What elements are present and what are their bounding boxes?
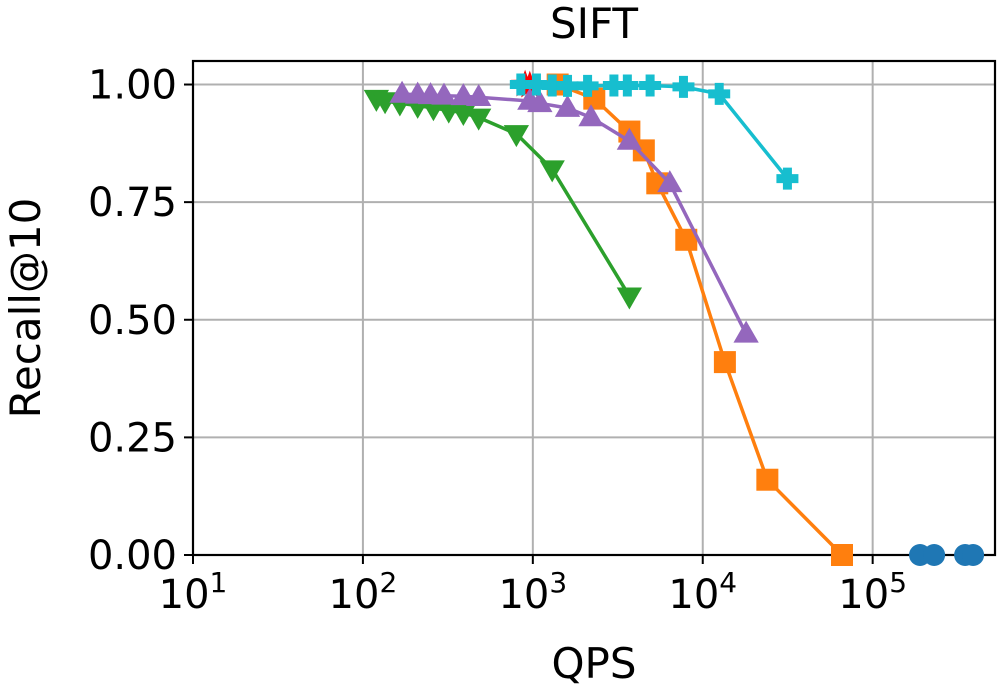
y-tick-label: 0.25 <box>88 415 177 461</box>
data-point <box>713 351 736 374</box>
data-point <box>450 83 476 106</box>
x-tick-label: 102 <box>329 566 398 618</box>
data-point <box>616 127 643 150</box>
series-cyan <box>509 73 799 190</box>
data-point <box>616 74 639 97</box>
series-purple <box>389 80 759 343</box>
data-point <box>776 167 799 190</box>
x-tick-label: 104 <box>668 566 737 618</box>
chart-title: SIFT <box>550 0 638 48</box>
data-point <box>576 74 599 97</box>
data-point <box>525 73 548 96</box>
data-point <box>923 544 946 566</box>
y-tick-label: 1.00 <box>88 63 177 109</box>
data-point <box>554 94 581 117</box>
y-tick-label: 0.50 <box>88 298 177 344</box>
data-point <box>708 82 731 105</box>
x-tick-label: 103 <box>498 566 567 618</box>
data-point <box>756 468 779 491</box>
y-tick-label: 0.75 <box>88 180 177 226</box>
data-point <box>578 104 604 127</box>
data-point <box>509 73 532 96</box>
data-point <box>830 544 853 566</box>
y-tick-label: 0.00 <box>88 533 177 579</box>
data-point <box>556 74 579 97</box>
x-tick-label: 105 <box>838 566 907 618</box>
x-tick-label: 101 <box>159 566 228 618</box>
data-point <box>672 75 695 98</box>
data-point <box>466 84 492 107</box>
data-point <box>539 160 565 183</box>
data-point <box>675 228 698 251</box>
grid-lines <box>192 61 995 556</box>
data-point <box>466 108 492 131</box>
data-point <box>962 544 985 566</box>
data-point <box>389 80 415 103</box>
data-point <box>527 90 553 113</box>
x-axis-title: QPS <box>551 639 636 688</box>
data-series <box>363 69 985 566</box>
data-point <box>602 74 625 97</box>
data-point <box>733 320 759 343</box>
plot-area-frame <box>191 59 997 557</box>
data-point <box>431 82 457 105</box>
y-axis-title: Recall@10 <box>1 198 50 419</box>
series-blue <box>909 544 985 566</box>
series-purple-line <box>401 92 748 335</box>
series-green-line <box>375 96 631 298</box>
data-point <box>541 74 564 97</box>
data-point <box>639 74 662 97</box>
data-point <box>616 287 643 310</box>
data-point <box>503 125 530 148</box>
data-point <box>657 170 683 193</box>
axis-ticks: 101 102 103 104 105 0.00 0.25 0.50 0.75 1.00 <box>88 63 907 618</box>
series-orange <box>546 73 853 566</box>
